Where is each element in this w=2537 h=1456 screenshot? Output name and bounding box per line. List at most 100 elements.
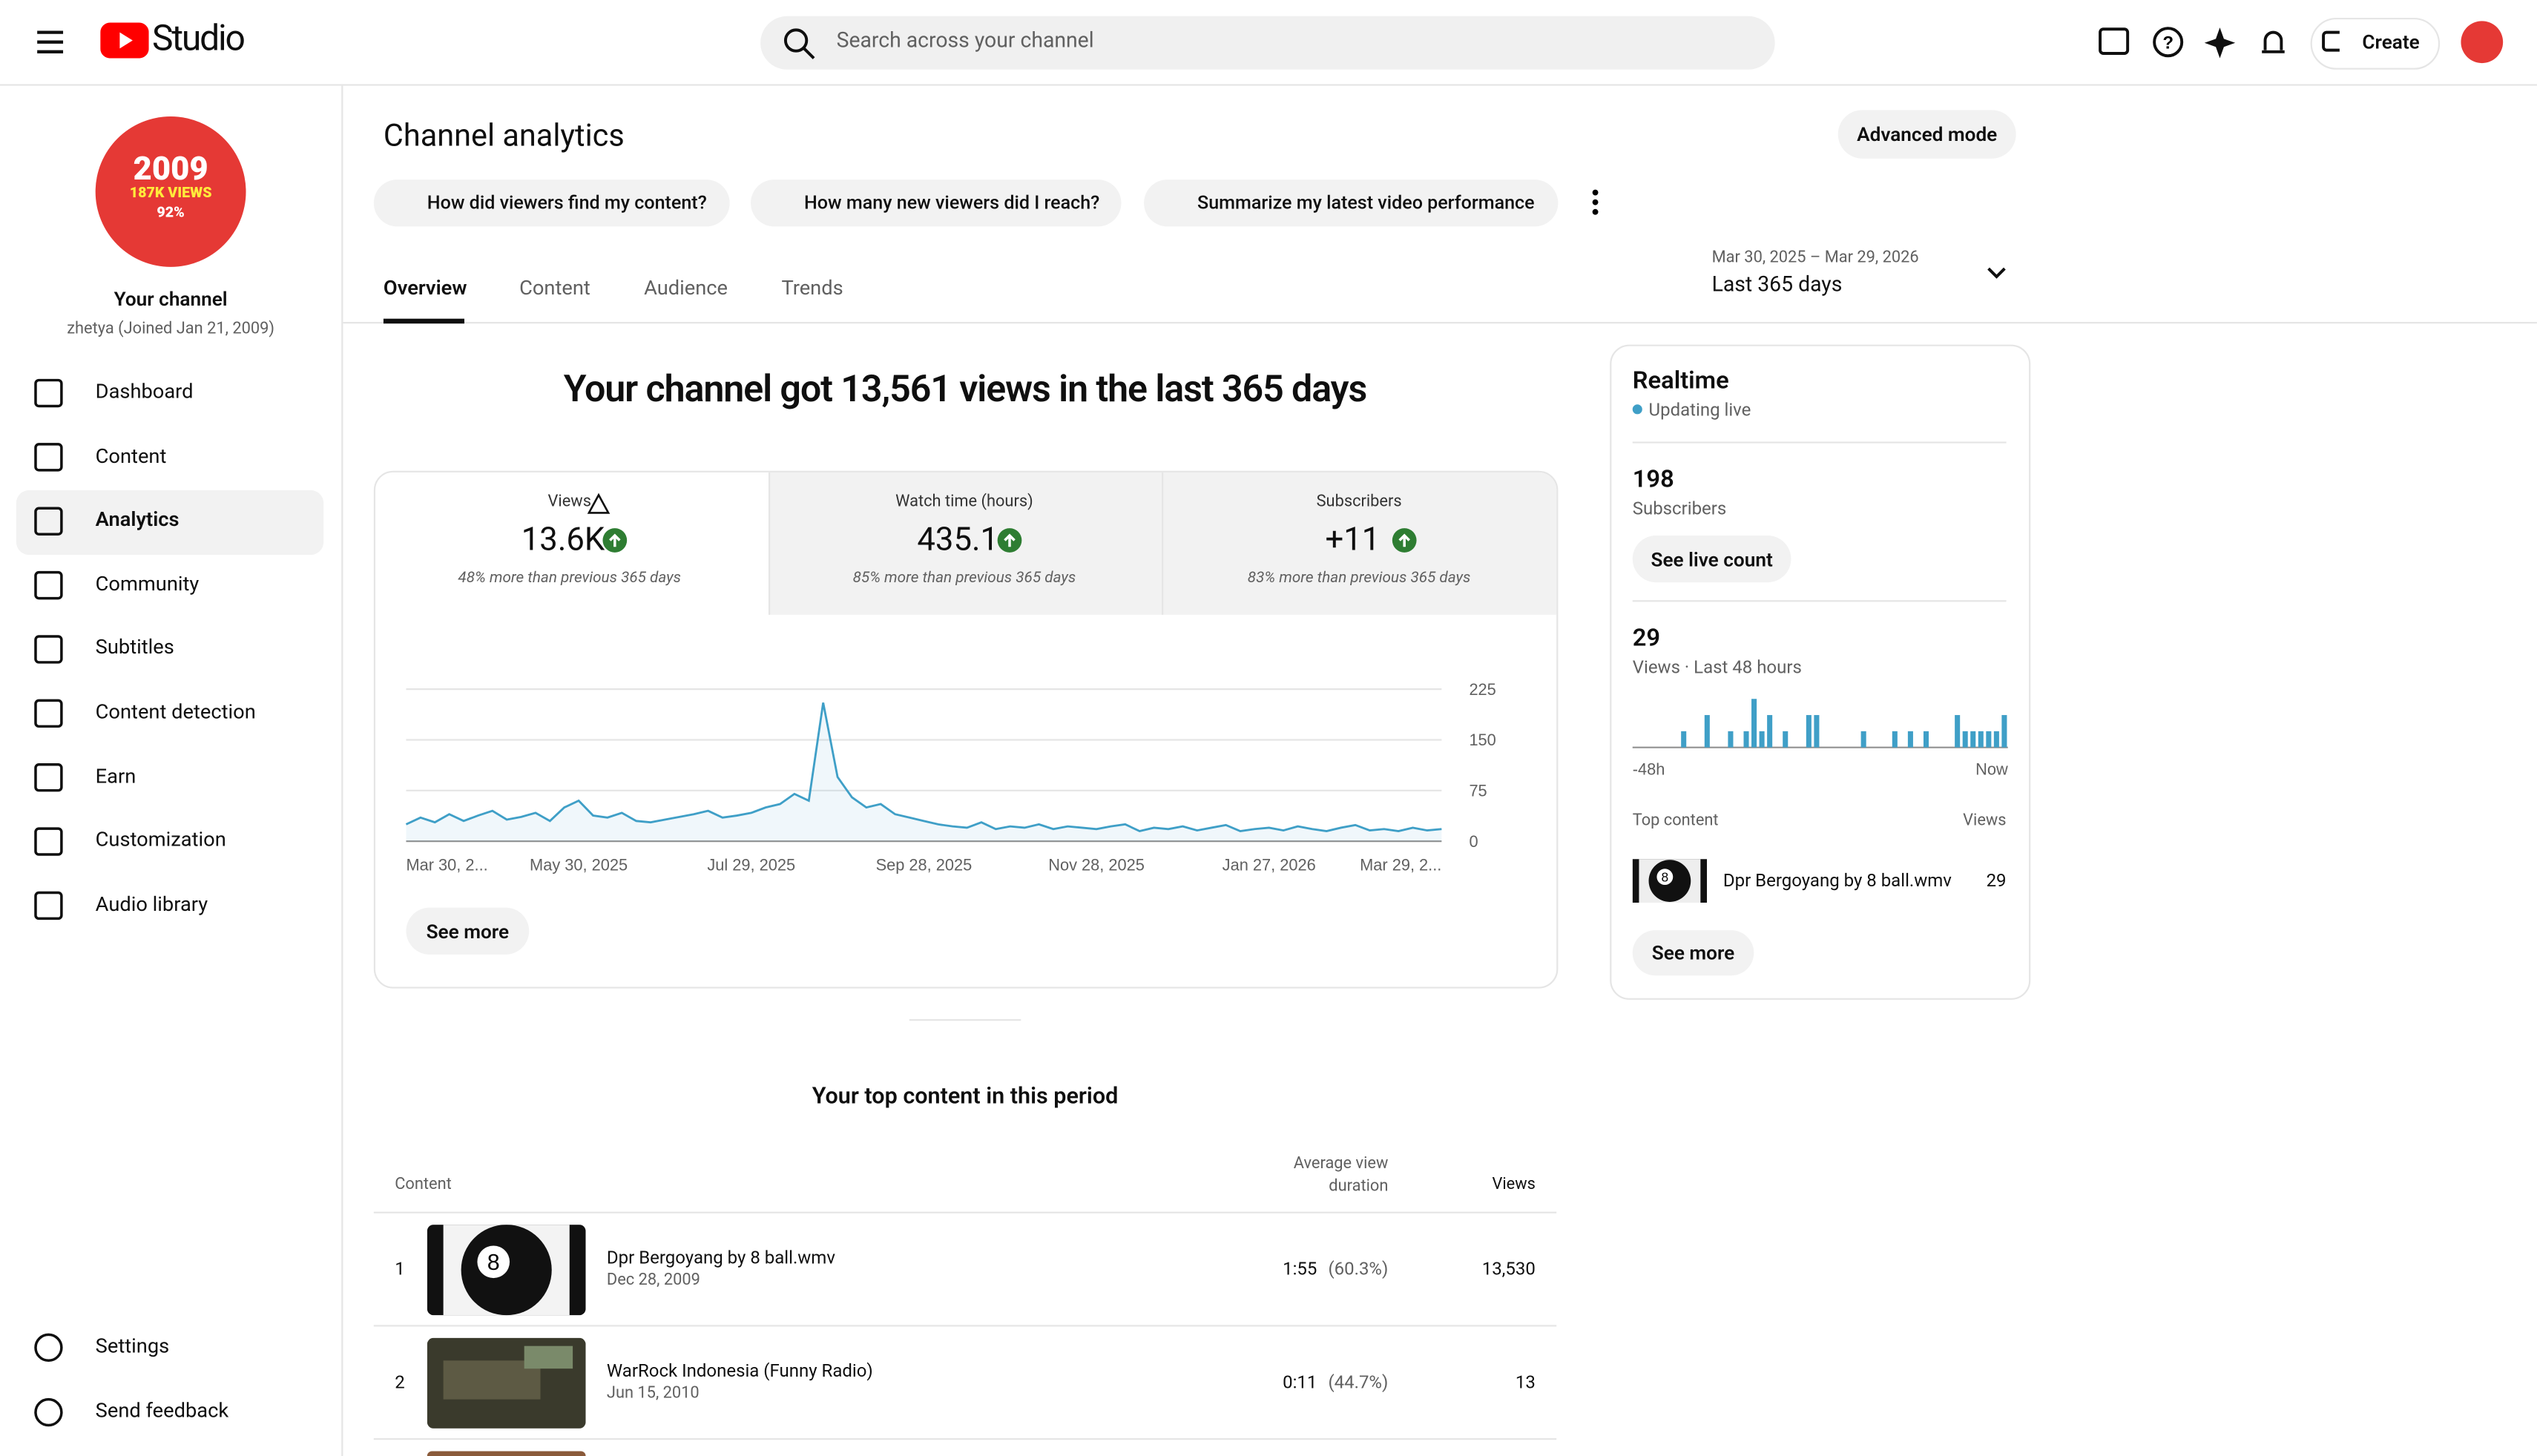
nav-item[interactable]: Settings <box>95 1334 170 1360</box>
nav-item[interactable]: Community <box>95 572 200 597</box>
tab[interactable]: Trends <box>781 276 843 301</box>
nav-icon <box>34 699 63 728</box>
row-border <box>373 1325 1557 1327</box>
stat-note: 48% more than previous 365 days <box>458 569 682 587</box>
date-range[interactable]: Mar 30, 2025 – Mar 29, 2026 <box>1711 248 1919 267</box>
row-title[interactable]: Dpr Bergoyang by 8 ball.wmv <box>606 1247 835 1268</box>
nav-icon <box>34 378 63 408</box>
bar <box>1743 731 1749 748</box>
search-icon <box>783 28 815 59</box>
sidebar-border <box>341 85 343 1456</box>
bar <box>1728 731 1734 748</box>
nav-item[interactable]: Dashboard <box>95 380 194 405</box>
line-area <box>406 702 1442 842</box>
prompt-chip[interactable] <box>1144 179 1559 227</box>
row-rank: 2 <box>395 1371 405 1393</box>
account-avatar[interactable] <box>2461 21 2504 64</box>
top-content-title: Your top content in this period <box>812 1084 1119 1110</box>
realtime-views: 29 <box>1632 622 1661 652</box>
avatar-text: 187K VIEWS <box>129 185 212 202</box>
row-thumbnail[interactable]: 8 <box>427 1225 586 1316</box>
logo-icon[interactable] <box>100 22 149 59</box>
nav-icon <box>34 763 63 792</box>
stat-label: Views <box>547 493 591 512</box>
nav-active-bg <box>16 490 324 556</box>
headline: Your channel got 13,561 views in the las… <box>563 367 1367 411</box>
avatar-text: 92% <box>157 205 185 222</box>
logo-text[interactable]: Studio <box>152 19 246 60</box>
see-more-button[interactable]: See more <box>1632 930 1754 976</box>
row-rank: 1 <box>395 1258 405 1280</box>
prompt-chip-label[interactable]: How many new viewers did I reach? <box>804 191 1100 214</box>
bar <box>1907 731 1913 748</box>
prompt-chip[interactable] <box>373 179 730 227</box>
tab[interactable]: Content <box>519 276 590 301</box>
nav-item[interactable]: Analytics <box>95 508 180 533</box>
menu-button[interactable] <box>36 29 65 55</box>
stat-divider <box>1162 472 1164 615</box>
advanced-mode-button[interactable]: Advanced mode <box>1837 110 2016 159</box>
trend-up-arrow <box>609 533 621 547</box>
top-bar <box>0 0 2537 86</box>
channel-avatar[interactable]: 2009 187K VIEWS 92% <box>95 116 246 267</box>
nav-icon <box>34 507 63 536</box>
realtime-card <box>1610 344 2031 1000</box>
create-button[interactable] <box>2310 17 2441 70</box>
nav-item[interactable]: Customization <box>95 829 226 853</box>
nav-item[interactable]: Content <box>95 444 167 469</box>
bar <box>1923 731 1929 748</box>
nav-item[interactable]: Audio library <box>95 892 208 918</box>
bar <box>1681 731 1687 748</box>
page-title: Channel analytics <box>383 116 625 154</box>
row-thumbnail[interactable] <box>427 1337 586 1429</box>
x-tick-label: May 30, 2025 <box>530 855 628 874</box>
period-dropdown[interactable] <box>1985 266 2008 282</box>
bar <box>1993 731 1999 748</box>
search-box[interactable] <box>760 16 1775 70</box>
x-tick-label: -48h <box>1633 760 1665 779</box>
nav-icon <box>34 443 63 472</box>
nav-item[interactable]: Send feedback <box>95 1399 229 1424</box>
nav-item[interactable]: Subtitles <box>95 636 174 661</box>
row-title[interactable]: WarRock Indonesia (Funny Radio) <box>606 1360 873 1382</box>
search-placeholder[interactable]: Search across your channel <box>836 29 1094 53</box>
row-date: Jun 15, 2010 <box>606 1385 700 1403</box>
y-tick-label: 225 <box>1469 680 1495 699</box>
top-item-title[interactable]: Dpr Bergoyang by 8 ball.wmv <box>1722 870 1952 892</box>
see-more-button[interactable]: See more <box>406 907 530 955</box>
prompt-chip-label[interactable]: How did viewers find my content? <box>427 191 707 214</box>
period[interactable]: Last 365 days <box>1711 273 1843 298</box>
create-label[interactable]: Create <box>2362 30 2420 53</box>
x-tick-label: Jan 27, 2026 <box>1223 855 1316 874</box>
stat-label: Subscribers <box>1316 493 1402 512</box>
nav-icon <box>34 1397 63 1427</box>
nav-item[interactable]: Content detection <box>95 700 256 725</box>
tab[interactable]: Overview <box>383 276 467 301</box>
nav-item[interactable]: Earn <box>95 764 136 789</box>
top-item-thumbnail[interactable]: 8 <box>1632 859 1708 903</box>
stat-note: 85% more than previous 365 days <box>852 569 1076 587</box>
row-duration: 1:55 <box>1283 1258 1317 1280</box>
bar <box>1955 715 1961 748</box>
bar <box>1892 731 1898 748</box>
y-tick-label: 150 <box>1469 731 1495 749</box>
row-date: Dec 28, 2009 <box>606 1271 700 1290</box>
line-series <box>405 702 1442 832</box>
bar <box>1814 715 1820 748</box>
tab-indicator <box>383 318 464 324</box>
x-tick-label: Sep 28, 2025 <box>876 855 973 874</box>
bar <box>1860 731 1866 748</box>
bar <box>1704 715 1710 748</box>
prompt-chip[interactable] <box>751 179 1122 227</box>
bar <box>1970 731 1976 748</box>
see-live-count-button[interactable]: See live count <box>1632 535 1791 583</box>
realtime-title: Realtime <box>1632 365 1729 395</box>
more-button[interactable] <box>1589 188 1602 217</box>
prompt-chip-label[interactable]: Summarize my latest video performance <box>1197 191 1535 214</box>
stat-value: +11 <box>1325 519 1381 559</box>
realtime-subscribers: 198 <box>1632 464 1674 494</box>
tab[interactable]: Audience <box>644 276 728 301</box>
row-thumbnail[interactable] <box>427 1451 586 1456</box>
